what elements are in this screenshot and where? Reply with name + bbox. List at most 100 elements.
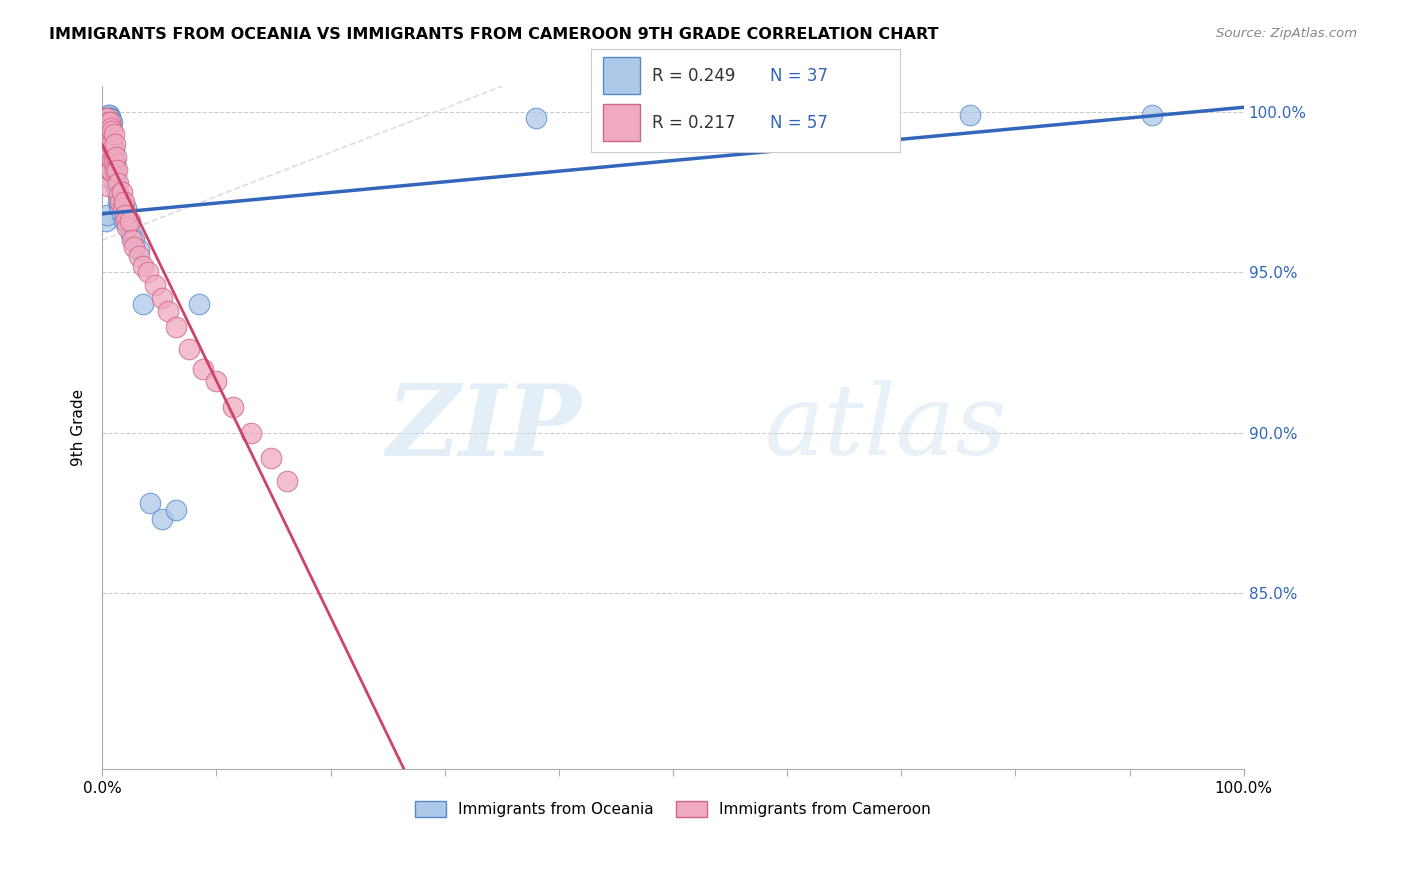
Point [112,214,135,228]
Point [100,118,122,132]
Point [101,124,124,138]
Point [98,162,121,177]
Point [177,343,200,357]
Bar [603,104,640,141]
Point [104,137,127,152]
Point [128,243,150,257]
Point [117,220,139,235]
Point [239,425,262,440]
Point [110,201,132,215]
Point [260,451,283,466]
Point [110,185,132,199]
Point [111,201,134,215]
Point [103,153,125,167]
Point [150,512,173,526]
Point [97,114,120,128]
Point [104,162,127,177]
Point [97,128,120,142]
Point [110,208,132,222]
Point [93,153,115,167]
Point [110,194,132,209]
Legend: Immigrants from Oceania, Immigrants from Cameroon: Immigrants from Oceania, Immigrants from… [409,795,936,823]
Text: N = 57: N = 57 [770,114,828,132]
Point [112,194,135,209]
Point [103,153,125,167]
Point [117,217,139,231]
Point [122,233,145,247]
Point [98,137,121,152]
Point [276,474,298,488]
Point [100,137,122,152]
Point [132,259,155,273]
Point [101,137,124,152]
Point [114,208,136,222]
Point [97,178,120,193]
Point [959,108,981,122]
Point [107,176,129,190]
Point [101,114,124,128]
Point [188,297,211,311]
Point [122,240,145,254]
Point [94,144,117,158]
Point [105,162,128,177]
Point [101,153,124,167]
Text: IMMIGRANTS FROM OCEANIA VS IMMIGRANTS FROM CAMEROON 9TH GRADE CORRELATION CHART: IMMIGRANTS FROM OCEANIA VS IMMIGRANTS FR… [49,27,939,42]
Point [98,144,121,158]
Point [98,156,121,170]
Point [94,214,117,228]
Point [96,169,118,183]
Point [104,176,127,190]
Point [205,375,228,389]
Point [222,400,245,414]
Y-axis label: 9th Grade: 9th Grade [72,389,86,467]
Point [120,227,142,241]
Point [115,201,138,215]
Point [157,303,180,318]
Text: N = 37: N = 37 [770,67,828,85]
Point [96,130,118,145]
Point [524,112,547,126]
Point [98,112,121,126]
Point [150,291,173,305]
Point [108,188,131,202]
Point [165,502,187,516]
Point [96,112,118,126]
Point [143,278,166,293]
Point [93,128,115,142]
Point [1142,108,1164,122]
Point [100,121,122,136]
Point [93,137,115,152]
Point [96,208,118,222]
Point [115,214,138,228]
Point [132,297,155,311]
Point [104,156,127,170]
Bar [603,57,640,95]
Point [121,233,143,247]
Point [98,114,121,128]
Point [136,265,159,279]
Point [107,194,129,209]
Point [165,319,187,334]
Point [98,112,121,126]
Point [94,112,117,126]
Point [98,108,121,122]
Point [103,144,125,158]
Text: ZIP: ZIP [387,380,582,476]
Text: Source: ZipAtlas.com: Source: ZipAtlas.com [1216,27,1357,40]
Point [128,249,150,263]
Point [118,214,141,228]
Point [100,162,122,177]
Text: R = 0.249: R = 0.249 [652,67,735,85]
Point [191,361,214,376]
Point [104,169,127,183]
Point [108,198,131,212]
Text: R = 0.217: R = 0.217 [652,114,735,132]
Point [139,496,162,510]
Point [103,128,125,142]
Point [97,153,120,167]
Text: atlas: atlas [765,380,1007,475]
Point [103,176,125,190]
Point [98,108,121,122]
Point [98,118,121,132]
Point [98,112,121,126]
